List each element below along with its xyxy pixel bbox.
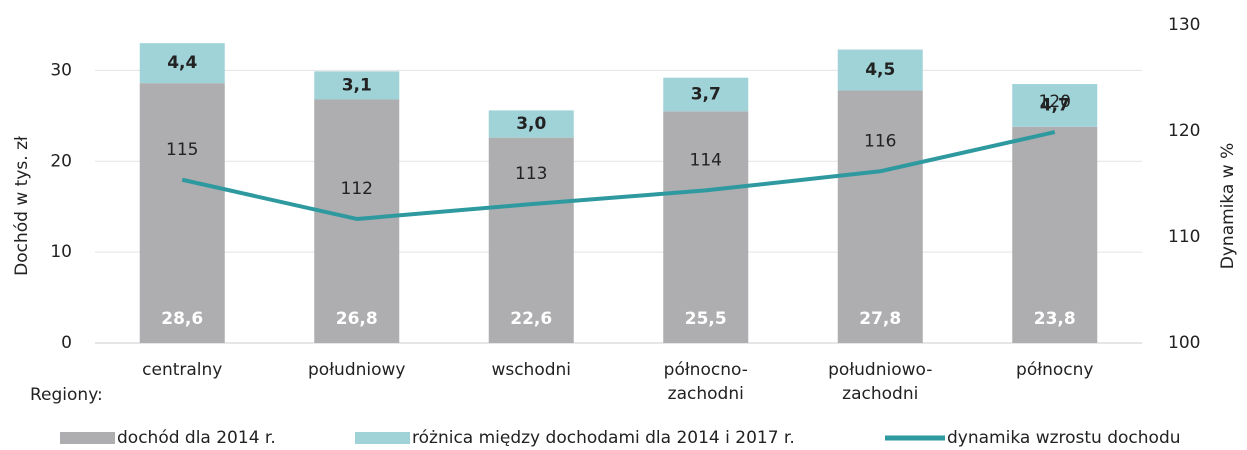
x-tick-label: północno-	[664, 360, 748, 380]
bar-value-label: 23,8	[1034, 309, 1076, 329]
bar-value-label: 4,7	[1040, 95, 1070, 115]
y-axis-title: Dochód w tys. zł	[12, 136, 32, 276]
x-tick-label: południowy	[308, 360, 405, 380]
y-tick-label: 30	[50, 60, 72, 80]
y2-axis-title: Dynamika w %	[1218, 143, 1238, 269]
legend-label: dochód dla 2014 r.	[117, 428, 276, 448]
legend-label: dynamika wzrostu dochodu	[947, 428, 1181, 448]
x-tick-label: centralny	[142, 360, 222, 380]
x-tick-label: zachodni	[668, 384, 744, 404]
line-value-label: 112	[341, 179, 373, 199]
line-value-label: 114	[690, 150, 722, 170]
bar-value-label: 25,5	[685, 309, 727, 329]
bar-segment	[139, 83, 225, 344]
bar-segment	[663, 77, 749, 112]
y-tick-label: 20	[50, 151, 72, 171]
bar-segment	[1012, 126, 1098, 343]
bar-segment	[488, 110, 574, 138]
line-value-label: 113	[515, 164, 547, 184]
x-tick-label: południowo-	[828, 360, 932, 380]
bar-value-label: 28,6	[161, 309, 203, 329]
legend-swatch	[355, 432, 410, 444]
legend-swatch	[60, 432, 115, 444]
y2-tick-label: 100	[1168, 333, 1200, 353]
y2-tick-label: 130	[1168, 15, 1200, 35]
bar-value-label: 3,0	[516, 114, 546, 134]
bar-value-label: 3,7	[691, 85, 721, 105]
y-tick-label: 0	[61, 333, 72, 353]
x-axis-title: Regiony:	[30, 385, 103, 405]
y2-tick-label: 110	[1168, 227, 1200, 247]
bar-value-label: 26,8	[336, 309, 378, 329]
bar-segment	[1012, 84, 1098, 127]
bar-value-label: 4,4	[167, 53, 197, 73]
line-value-label: 115	[166, 140, 198, 160]
y2-tick-label: 120	[1168, 121, 1200, 141]
legend-label: różnica między dochodami dla 2014 i 2017…	[412, 428, 795, 448]
line-value-label: 116	[864, 131, 896, 151]
bar-value-label: 22,6	[510, 309, 552, 329]
y-tick-label: 10	[50, 242, 72, 262]
bar-value-label: 3,1	[342, 75, 372, 95]
x-tick-label: wschodni	[491, 360, 571, 380]
bar-value-label: 4,5	[865, 60, 895, 80]
bar-segment	[314, 99, 400, 343]
bar-segment	[663, 111, 749, 343]
bar-segment	[139, 43, 225, 84]
bar-segment	[314, 71, 400, 100]
bar-value-label: 27,8	[859, 309, 901, 329]
bar-segment	[837, 49, 923, 91]
line-value-label: 120	[1039, 92, 1071, 112]
legend-swatch	[885, 435, 945, 441]
x-tick-label: zachodni	[842, 384, 918, 404]
bar-segment	[837, 90, 923, 343]
line-series	[181, 130, 1056, 221]
bar-segment	[488, 137, 574, 343]
x-tick-label: północny	[1016, 360, 1093, 380]
